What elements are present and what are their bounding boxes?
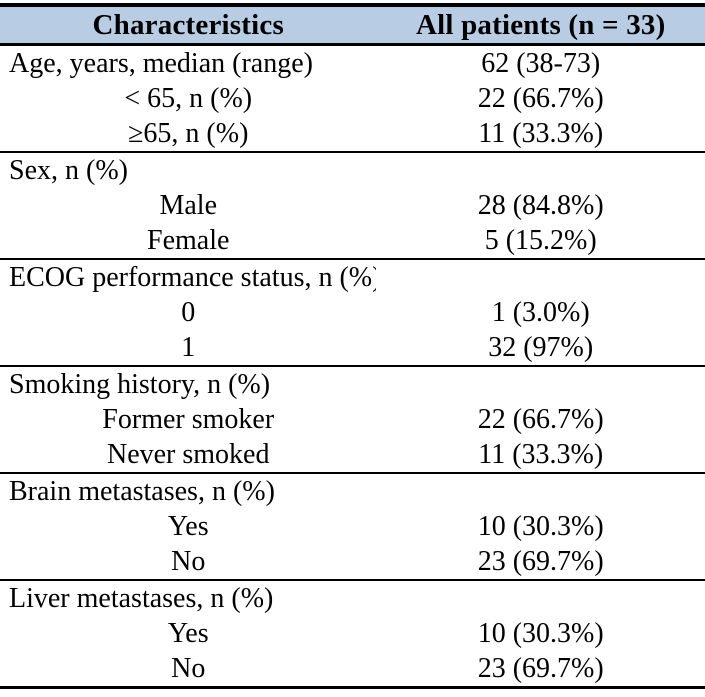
value-cell: 10 (30.3%): [477, 511, 604, 542]
characteristic-cell: Yes: [167, 511, 209, 542]
characteristic-cell: Male: [159, 190, 217, 221]
value-cell: 62 (38-73): [481, 48, 601, 79]
table-row: No 23 (69.7%): [0, 651, 705, 689]
value-cell: [376, 366, 705, 402]
characteristic-cell: Former smoker: [102, 404, 275, 435]
characteristic-cell: Yes: [167, 618, 209, 649]
header-row: Characteristics All patients (n = 33): [0, 3, 705, 46]
characteristic-cell: Sex, n (%): [9, 155, 128, 186]
characteristic-cell: 0: [181, 297, 196, 328]
value-cell: 22 (66.7%): [477, 404, 604, 435]
value-cell: [376, 473, 705, 509]
table-row: Former smoker 22 (66.7%): [0, 402, 705, 437]
value-cell: 10 (30.3%): [477, 618, 604, 649]
characteristic-cell: Liver metastases, n (%): [9, 583, 274, 614]
value-cell: 23 (69.7%): [376, 544, 705, 581]
characteristic-cell: No: [0, 651, 377, 689]
characteristic-cell: Never smoked: [0, 437, 377, 474]
value-cell: 5 (15.2%): [376, 223, 705, 260]
table-row: 0 1 (3.0%): [0, 295, 705, 330]
characteristic-cell: Brain metastases, n (%): [9, 476, 275, 507]
characteristic-cell: ECOG performance status, n (%): [9, 262, 377, 293]
value-cell: 11 (33.3%): [376, 437, 705, 474]
table-row: Yes 10 (30.3%): [0, 616, 705, 651]
table-row: Liver metastases, n (%): [0, 580, 705, 616]
table-row: No 23 (69.7%): [0, 544, 705, 581]
header-all-patients: All patients (n = 33): [376, 3, 705, 46]
characteristic-cell: ≥65, n (%): [0, 116, 377, 153]
table-row: Never smoked 11 (33.3%): [0, 437, 705, 474]
table-row: Sex, n (%): [0, 152, 705, 188]
characteristic-cell: Female: [0, 223, 377, 260]
value-cell: 28 (84.8%): [477, 190, 604, 221]
value-cell: 22 (66.7%): [477, 83, 604, 114]
table-row: Yes 10 (30.3%): [0, 509, 705, 544]
characteristic-cell: No: [0, 544, 377, 581]
table-body: Age, years, median (range) 62 (38-73) < 65…: [0, 45, 705, 689]
characteristic-cell: Age, years, median (range): [9, 48, 313, 79]
value-cell: [376, 580, 705, 616]
value-cell: [376, 152, 705, 188]
table-row: Female 5 (15.2%): [0, 223, 705, 260]
table-row: Smoking history, n (%): [0, 366, 705, 402]
table-row: ≥65, n (%) 11 (33.3%): [0, 116, 705, 153]
table-row: Brain metastases, n (%): [0, 473, 705, 509]
value-cell: 32 (97%): [376, 330, 705, 367]
value-cell: 1 (3.0%): [491, 297, 590, 328]
characteristic-cell: 1: [0, 330, 377, 367]
header-characteristics: Characteristics: [0, 3, 377, 46]
characteristic-cell: < 65, n (%): [124, 83, 253, 114]
patient-characteristics-table: Characteristics All patients (n = 33) Ag…: [0, 3, 705, 689]
value-cell: 11 (33.3%): [376, 116, 705, 153]
value-cell: [376, 259, 705, 295]
value-cell: 23 (69.7%): [376, 651, 705, 689]
table-row: < 65, n (%) 22 (66.7%): [0, 81, 705, 116]
table-row: 1 32 (97%): [0, 330, 705, 367]
characteristic-cell: Smoking history, n (%): [9, 369, 271, 400]
table-row: Male 28 (84.8%): [0, 188, 705, 223]
table-header: Characteristics All patients (n = 33): [0, 3, 705, 46]
table-row: Age, years, median (range) 62 (38-73): [0, 45, 705, 82]
table-row: ECOG performance status, n (%): [0, 259, 705, 295]
